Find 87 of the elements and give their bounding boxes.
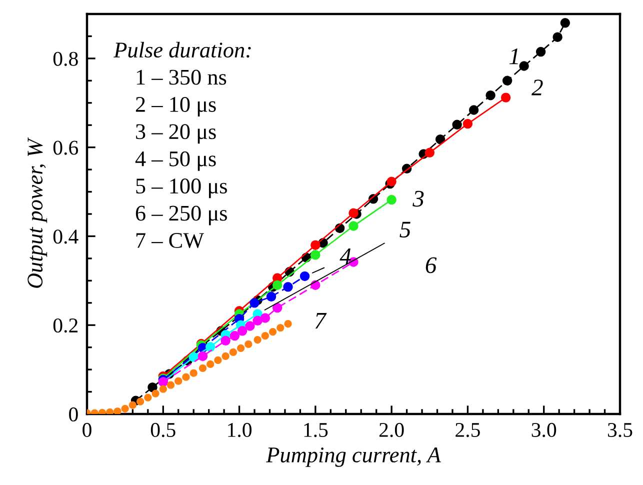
point (230, 330, 240, 341)
point (468, 105, 479, 115)
point (268, 328, 277, 336)
point (198, 364, 207, 372)
annotation: 7 (315, 313, 327, 328)
point (214, 356, 222, 364)
point (198, 351, 208, 362)
annotation: 5 (400, 222, 410, 238)
point (284, 320, 292, 328)
annotation: 1 (509, 48, 518, 64)
point (435, 134, 446, 144)
point (220, 336, 230, 346)
point (237, 326, 248, 336)
annotation: Pulse duration: (114, 42, 251, 58)
point (152, 390, 160, 398)
point (144, 394, 152, 402)
point (386, 176, 396, 186)
x-tick-label: 0.5 (150, 422, 176, 438)
annotation: 3 (412, 190, 424, 207)
point (182, 373, 190, 381)
annotation: 2 (532, 80, 543, 96)
x-tick-label: 1.0 (228, 422, 252, 438)
point (114, 408, 122, 414)
point (519, 61, 529, 71)
point (222, 352, 230, 360)
point (261, 332, 269, 340)
point (252, 316, 262, 326)
annotation: 4 (340, 248, 351, 264)
annotation: 3 – 20 μs (136, 124, 216, 144)
point (502, 76, 512, 86)
point (205, 342, 216, 352)
point (237, 344, 245, 352)
point (190, 369, 198, 377)
annotation: 5 – 100 μs (136, 178, 227, 198)
point (300, 271, 310, 282)
point (254, 336, 262, 344)
point (260, 313, 270, 323)
annotation: 6 – 250 μs (136, 206, 227, 226)
point (452, 120, 462, 130)
y-tick-label: 0.4 (53, 230, 78, 244)
annotation: 7 – CW (136, 233, 204, 248)
point (560, 18, 570, 28)
y-axis-title: Output power, W (28, 137, 48, 288)
x-axis-title: Pumping current, A (266, 447, 441, 467)
point (462, 118, 473, 129)
point (148, 382, 158, 392)
y-tick-label: 0.2 (53, 318, 78, 333)
point (245, 321, 255, 331)
point (552, 32, 562, 42)
x-tick-label: 0 (82, 422, 92, 437)
annotation: 1 – 350 ns (136, 70, 226, 85)
point (159, 385, 167, 393)
point (136, 398, 144, 406)
point (166, 381, 175, 389)
point (266, 292, 276, 302)
point (244, 340, 252, 348)
point (128, 401, 136, 409)
point (500, 92, 511, 102)
point (348, 208, 358, 218)
point (310, 250, 320, 260)
point (272, 280, 282, 290)
x-tick-label: 3.5 (608, 422, 632, 438)
x-tick-label: 2.5 (456, 422, 480, 438)
annotation: 6 (426, 257, 437, 274)
point (250, 298, 260, 308)
point (121, 404, 129, 412)
point (348, 221, 358, 231)
point (536, 46, 546, 57)
y-tick-label: 0.6 (53, 140, 78, 155)
point (276, 324, 284, 332)
point (486, 90, 496, 100)
point (310, 240, 320, 250)
point (283, 282, 293, 292)
point (229, 348, 237, 356)
point (188, 352, 198, 362)
x-tick-label: 2.0 (379, 422, 404, 438)
point (424, 148, 435, 158)
x-tick-label: 3.0 (532, 422, 556, 438)
annotation: 2 – 10 μs (136, 96, 216, 116)
y-tick-label: 0 (69, 407, 78, 422)
annotation: 4 – 50 μs (135, 151, 216, 171)
x-tick-label: 1.5 (304, 423, 328, 438)
point (272, 302, 282, 313)
point (174, 377, 182, 385)
y-tick-label: 0.8 (53, 52, 78, 66)
point (386, 194, 396, 205)
point (206, 360, 214, 368)
